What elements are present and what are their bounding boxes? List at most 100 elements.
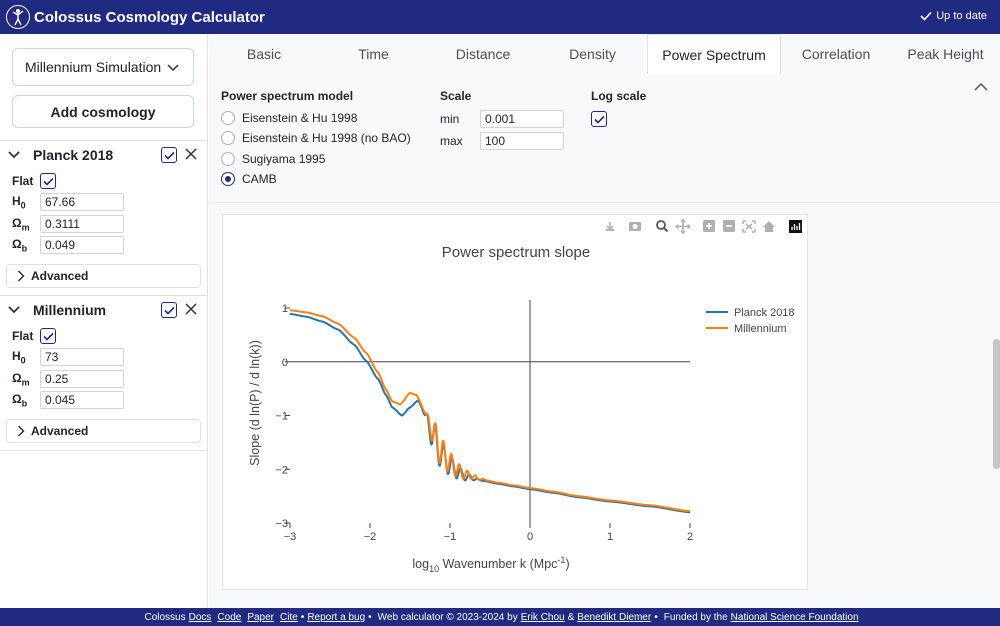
- radio-button[interactable]: [221, 152, 235, 166]
- ob-input[interactable]: 0.049: [40, 236, 124, 254]
- tab-peak-height[interactable]: Peak Height: [907, 46, 984, 62]
- log-scale-checkbox[interactable]: [591, 111, 607, 127]
- footer-copyright: Web calculator © 2023-2024 by: [377, 611, 518, 623]
- status-text: Up to date: [936, 10, 987, 22]
- scale-min-input[interactable]: 0.001: [480, 110, 564, 128]
- model-option[interactable]: Sugiyama 1995: [221, 152, 325, 166]
- om-row: Ωm 0.3111: [12, 215, 124, 233]
- advanced-toggle[interactable]: Advanced: [6, 419, 201, 443]
- h0-row: H0 73: [12, 348, 124, 366]
- h0-row: H0 67.66: [12, 193, 124, 211]
- footer-bug-link[interactable]: Report a bug: [307, 611, 366, 623]
- check-icon: [42, 177, 54, 186]
- chart-gridlines: [290, 300, 690, 523]
- tab-bar: Basic Time Distance Density Power Spectr…: [209, 34, 1000, 74]
- om-label: Ωm: [12, 370, 30, 388]
- footer-funded: Funded by the: [663, 611, 728, 623]
- tab-correlation[interactable]: Correlation: [801, 46, 871, 62]
- scale-max-input[interactable]: 100: [480, 132, 564, 150]
- footer-docs-link[interactable]: Docs: [188, 611, 212, 623]
- model-option[interactable]: Eisenstein & Hu 1998: [221, 111, 357, 125]
- chart-legend: Planck 2018 Millennium: [706, 307, 795, 335]
- model-option-label: Sugiyama 1995: [242, 152, 326, 166]
- scrollbar[interactable]: [993, 339, 1000, 469]
- h0-input[interactable]: 73: [40, 348, 124, 366]
- plotly-logo-icon[interactable]: [789, 220, 802, 233]
- h0-label: H0: [12, 193, 26, 211]
- footer-cite-link[interactable]: Cite: [280, 611, 298, 623]
- footer-author2-link[interactable]: Benedikt Diemer: [577, 611, 652, 623]
- cosmology-visible-checkbox[interactable]: [161, 302, 177, 318]
- legend-label-planck: Planck 2018: [734, 307, 795, 319]
- chart-ticks: −3 −2 −1 0 1 2 1 0 −1 −2 −3: [275, 303, 693, 543]
- add-cosmology-button[interactable]: Add cosmology: [12, 95, 194, 128]
- ob-label: Ωb: [12, 236, 28, 254]
- flat-label: Flat: [12, 174, 34, 188]
- footer: Colossus Docs Code Paper Cite • Report a…: [0, 608, 1000, 626]
- model-option[interactable]: Eisenstein & Hu 1998 (no BAO): [221, 131, 411, 145]
- model-option-selected[interactable]: CAMB: [221, 172, 277, 186]
- y-tick-label: −1: [275, 411, 288, 423]
- camera-icon[interactable]: [629, 222, 641, 231]
- cosmology-card-millennium: Millennium Flat H0 73 Ωm 0.25 Ωb 0.045 A…: [0, 295, 207, 450]
- footer-separator: •: [300, 611, 305, 623]
- tab-power-spectrum[interactable]: Power Spectrum: [647, 34, 781, 74]
- zoom-out-icon[interactable]: [723, 220, 735, 232]
- radio-button-selected[interactable]: [221, 172, 235, 186]
- cosmology-select[interactable]: Millennium Simulation: [12, 48, 194, 86]
- sidebar: Millennium Simulation Add cosmology Plan…: [0, 34, 208, 608]
- scale-label: Scale: [440, 89, 472, 103]
- flat-checkbox[interactable]: [40, 173, 56, 189]
- download-plot-icon[interactable]: [606, 222, 614, 231]
- tab-basic[interactable]: Basic: [246, 46, 282, 62]
- check-icon: [163, 151, 175, 160]
- footer-author1-link[interactable]: Erik Chou: [520, 611, 565, 623]
- footer-amp: &: [567, 611, 575, 623]
- radio-button[interactable]: [221, 131, 235, 145]
- home-icon[interactable]: [763, 221, 775, 232]
- chevron-right-icon: [17, 425, 25, 437]
- y-axis-label: Slope (d ln(P) / d ln(k)): [248, 340, 262, 466]
- x-tick-label: −3: [284, 531, 297, 543]
- chevron-down-icon[interactable]: [8, 150, 20, 160]
- radio-button[interactable]: [221, 111, 235, 125]
- footer-nsf-link[interactable]: National Science Foundation: [730, 611, 859, 623]
- tab-density[interactable]: Density: [569, 46, 616, 62]
- footer-separator: •: [654, 611, 658, 623]
- advanced-toggle[interactable]: Advanced: [6, 264, 201, 288]
- colossus-logo-icon[interactable]: [6, 5, 30, 29]
- plot-card: Power spectrum slope −3 −2 −1 0 1 2 1 0 −1 −2 −3 S…: [222, 214, 808, 590]
- scale-max-row: max 100: [440, 132, 564, 150]
- om-input[interactable]: 0.3111: [40, 215, 124, 233]
- check-icon: [163, 306, 175, 315]
- footer-paper-link[interactable]: Paper: [247, 611, 274, 623]
- chevron-up-icon[interactable]: [974, 82, 988, 92]
- pan-icon[interactable]: [675, 218, 691, 235]
- flat-checkbox[interactable]: [40, 328, 56, 344]
- series-line-millennium[interactable]: [289, 309, 691, 513]
- autoscale-icon[interactable]: [742, 220, 756, 233]
- zoom-icon[interactable]: [656, 220, 669, 233]
- cosmology-visible-checkbox[interactable]: [161, 147, 177, 163]
- close-icon[interactable]: [184, 302, 198, 316]
- series-line-planck[interactable]: [289, 312, 691, 514]
- cosmology-select-value: Millennium Simulation: [25, 59, 162, 75]
- x-tick-label: 1: [607, 531, 613, 543]
- footer-brand: Colossus: [144, 611, 186, 623]
- y-tick-label: 0: [282, 357, 288, 369]
- footer-separator: •: [368, 611, 372, 623]
- om-input[interactable]: 0.25: [40, 370, 124, 388]
- close-icon[interactable]: [184, 147, 198, 161]
- footer-code-link[interactable]: Code: [217, 611, 242, 623]
- ob-input[interactable]: 0.045: [40, 391, 124, 409]
- tab-distance[interactable]: Distance: [455, 46, 511, 62]
- max-label: max: [440, 134, 463, 148]
- cosmology-name: Planck 2018: [33, 147, 114, 163]
- h0-input[interactable]: 67.66: [40, 193, 124, 211]
- chart-title: Power spectrum slope: [442, 244, 590, 261]
- power-spectrum-chart[interactable]: Power spectrum slope −3 −2 −1 0 1 2 1 0 −1 −2 −3 S…: [223, 215, 809, 591]
- tab-time[interactable]: Time: [358, 46, 389, 62]
- advanced-label: Advanced: [31, 424, 89, 438]
- chevron-down-icon[interactable]: [8, 305, 20, 315]
- zoom-in-icon[interactable]: [703, 220, 715, 232]
